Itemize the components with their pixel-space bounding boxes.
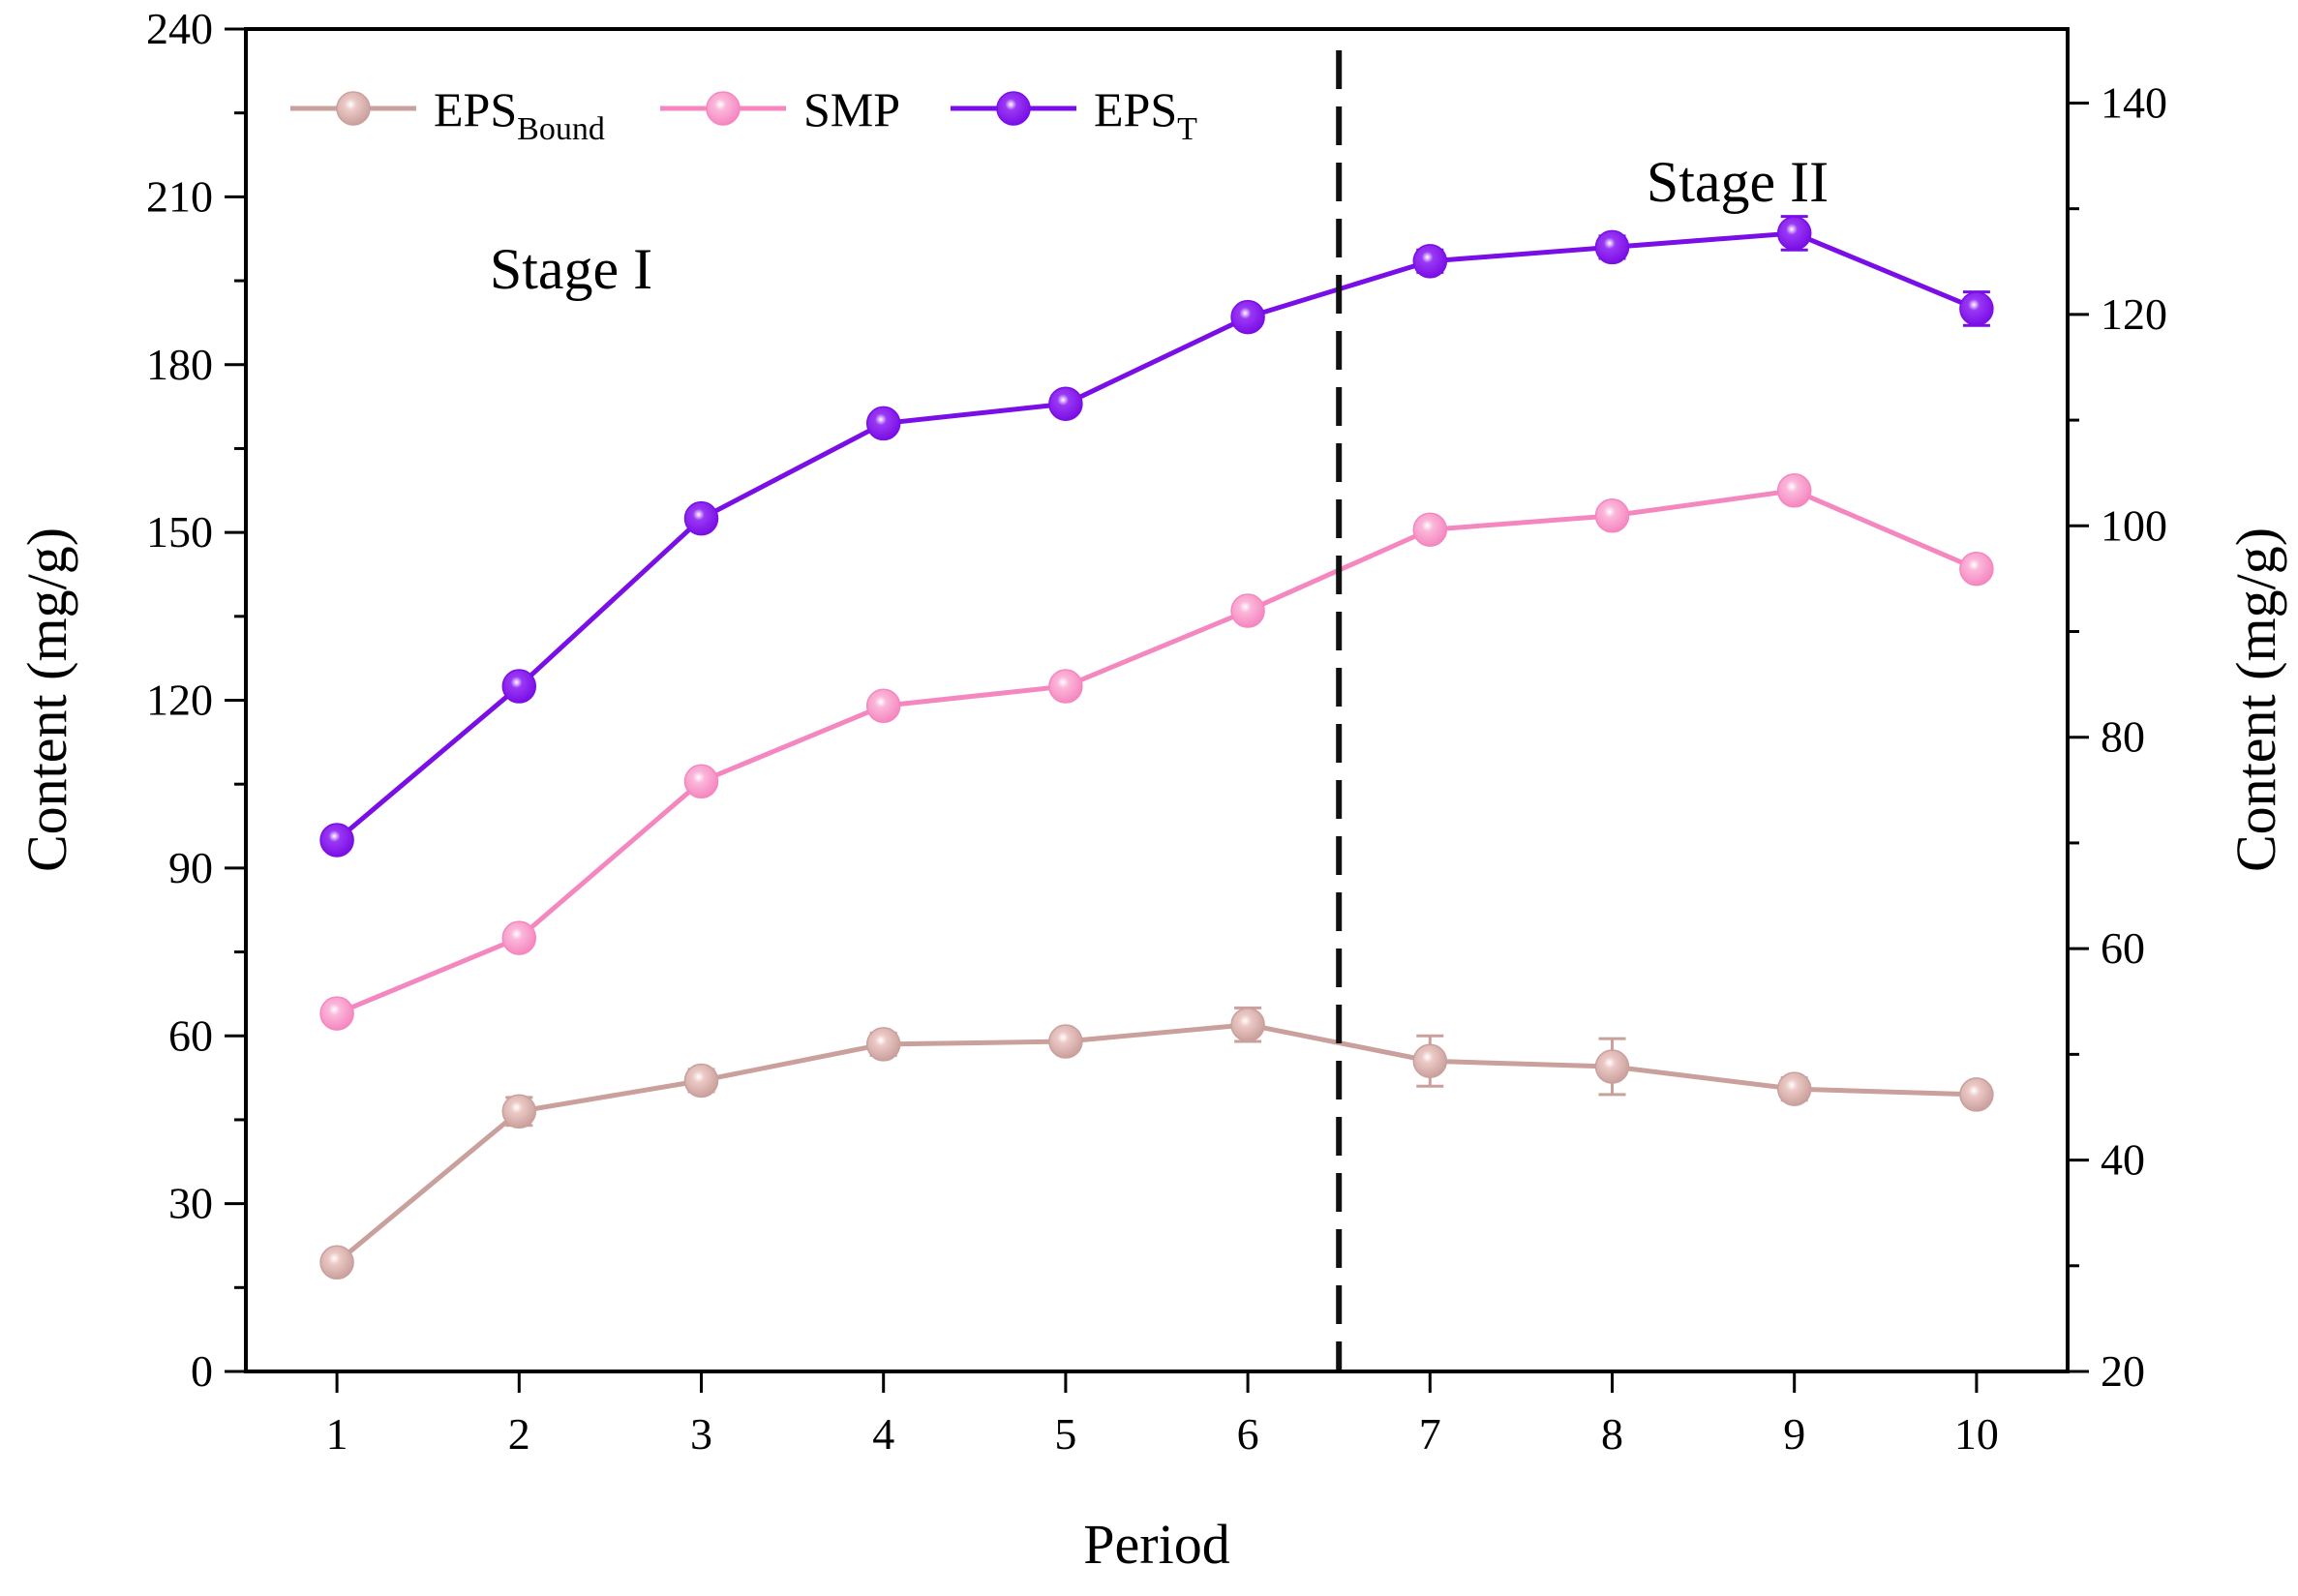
y-right-tick-label: 60: [2101, 923, 2145, 973]
data-point: [1594, 1049, 1630, 1084]
y-axis-left-title: Content (mg/g): [15, 527, 78, 872]
y-right-tick-label: 100: [2101, 500, 2167, 550]
x-tick-label: 6: [1237, 1409, 1259, 1459]
data-point: [1048, 669, 1083, 704]
data-point: [1776, 473, 1812, 508]
x-tick-label: 7: [1419, 1409, 1441, 1459]
data-point: [683, 500, 719, 536]
x-tick-label: 4: [872, 1409, 894, 1459]
series-smp: [319, 473, 1994, 1031]
data-point: [1959, 291, 1994, 326]
stage-2-label: Stage II: [1647, 150, 1829, 214]
x-tick-label: 9: [1783, 1409, 1805, 1459]
data-point: [319, 996, 354, 1031]
legend-label: EPST: [1094, 82, 1197, 147]
series-line-smp: [336, 488, 1978, 1016]
plot-frame: [244, 27, 2070, 1373]
data-point: [683, 1063, 719, 1099]
x-axis-title: Period: [1083, 1513, 1229, 1576]
stage-1-label: Stage I: [490, 237, 652, 301]
y-right-tick-label: 120: [2101, 289, 2167, 339]
y-right-tick-label: 20: [2101, 1346, 2145, 1396]
data-point: [1594, 498, 1630, 533]
series-line-eps-bound: [335, 1022, 1977, 1265]
x-tick-label: 10: [1954, 1409, 1999, 1459]
data-point: [865, 688, 901, 724]
data-point: [501, 1094, 537, 1129]
data-point: [1230, 593, 1265, 628]
x-axis-ticks: 1 2 3 4 5 6 7 8 9 10: [326, 1371, 1999, 1459]
data-point: [865, 406, 901, 441]
legend-label: EPSBound: [434, 82, 605, 147]
y-right-tick-label: 140: [2101, 77, 2167, 127]
y-right-tick-label: 80: [2101, 712, 2145, 762]
y-left-tick-label: 120: [146, 676, 213, 725]
y-left-tick-label: 180: [146, 340, 213, 389]
x-tick-label: 5: [1054, 1409, 1076, 1459]
data-point: [1230, 1007, 1265, 1042]
series-line-eps-t: [335, 230, 1978, 842]
legend-marker: [706, 91, 741, 126]
data-point: [1594, 229, 1630, 265]
data-point: [1959, 551, 1994, 587]
data-point: [1776, 1071, 1812, 1106]
data-point: [1412, 244, 1448, 279]
data-point: [865, 1027, 901, 1062]
y-left-tick-label: 240: [146, 4, 213, 53]
x-tick-label: 8: [1601, 1409, 1623, 1459]
y-right-tick-label: 40: [2101, 1135, 2145, 1185]
y-left-tick-label: 150: [146, 507, 213, 557]
x-tick-label: 2: [508, 1409, 530, 1459]
legend-label: SMP: [803, 82, 900, 136]
y-left-tick-label: 0: [191, 1346, 213, 1396]
legend: EPSBound SMP EPST: [290, 82, 1197, 147]
data-point: [1412, 512, 1448, 547]
plot-area: [319, 215, 1994, 1280]
y-left-tick-label: 210: [146, 171, 213, 221]
x-tick-label: 3: [690, 1409, 712, 1459]
data-point: [1776, 216, 1812, 251]
data-point: [1959, 1077, 1994, 1112]
y-left-tick-label: 60: [168, 1010, 213, 1060]
series-eps-t: [319, 215, 1994, 858]
data-point: [1412, 1043, 1448, 1079]
data-point: [1048, 1024, 1083, 1059]
series-eps-bound: [319, 1006, 1994, 1280]
data-point: [1230, 299, 1265, 335]
y-left-tick-label: 90: [168, 843, 213, 892]
legend-marker: [996, 91, 1031, 126]
x-tick-label: 1: [326, 1409, 348, 1459]
y-axis-right-ticks: 20 40 60 80 100 120 140: [2068, 77, 2167, 1396]
data-point: [319, 823, 354, 858]
legend-marker: [336, 91, 371, 126]
legend-item-smp: SMP: [660, 82, 900, 136]
y-axis-left-ticks: 0 30 60 90 120 150 180 210 240: [146, 4, 246, 1396]
y-left-tick-label: 30: [168, 1179, 213, 1228]
y-axis-right-title: Content (mg/g): [2224, 527, 2287, 872]
data-point: [501, 669, 537, 704]
data-point: [319, 1245, 354, 1280]
data-point: [683, 764, 719, 799]
legend-item-eps-bound: EPSBound: [290, 82, 605, 147]
data-point: [1048, 386, 1083, 421]
legend-item-eps-t: EPST: [951, 82, 1197, 147]
data-point: [501, 920, 537, 955]
